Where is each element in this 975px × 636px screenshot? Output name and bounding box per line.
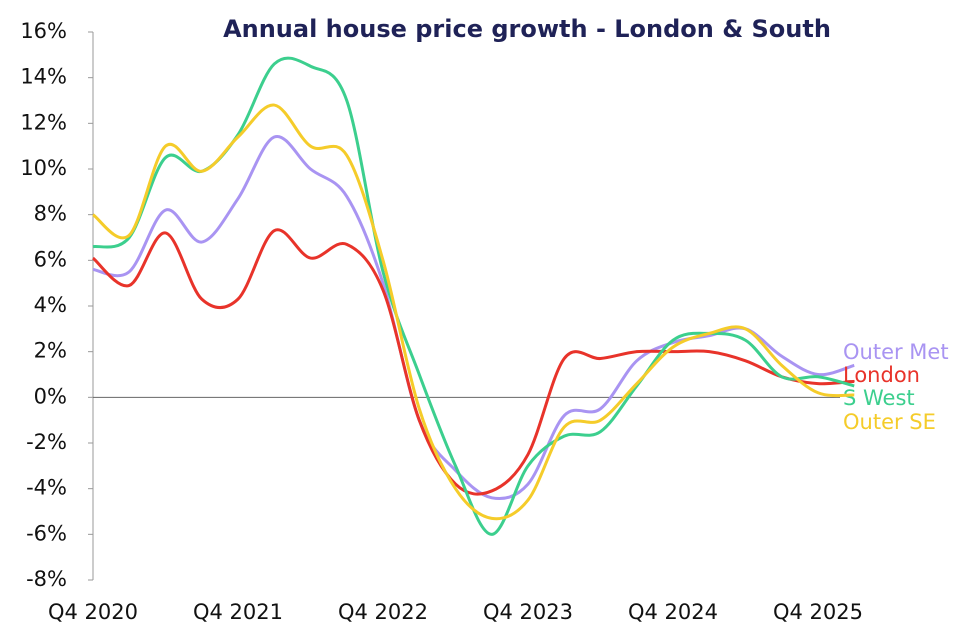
y-tick-label: 4% [34, 293, 67, 317]
y-tick-label: -8% [26, 567, 67, 591]
y-tick-label: 2% [34, 339, 67, 363]
legend-label: London [843, 363, 920, 387]
legend-label: S West [843, 386, 915, 410]
legend-label: Outer Met [843, 340, 949, 364]
x-tick-label: Q4 2023 [483, 600, 573, 624]
y-tick-label: 8% [34, 202, 67, 226]
y-tick-label: -2% [26, 430, 67, 454]
chart-title: Annual house price growth - London & Sou… [223, 15, 831, 43]
y-tick-label: 0% [34, 384, 67, 408]
x-tick-label: Q4 2021 [193, 600, 283, 624]
y-tick-label: -6% [26, 521, 67, 545]
series-line [92, 103, 855, 521]
y-tick-label: 12% [20, 110, 67, 134]
y-tick-label: 16% [20, 19, 67, 43]
y-tick-label: 14% [20, 65, 67, 89]
series-line [92, 56, 855, 536]
x-tick-label: Q4 2022 [338, 600, 428, 624]
x-tick-label: Q4 2024 [628, 600, 718, 624]
y-tick-label: -4% [26, 476, 67, 500]
series-line [91, 228, 855, 496]
y-tick-label: 6% [34, 247, 67, 271]
x-tick-label: Q4 2025 [773, 600, 863, 624]
y-tick-label: 10% [20, 156, 67, 180]
series-line [92, 135, 855, 501]
x-tick-label: Q4 2020 [48, 600, 138, 624]
legend-label: Outer SE [843, 410, 936, 434]
